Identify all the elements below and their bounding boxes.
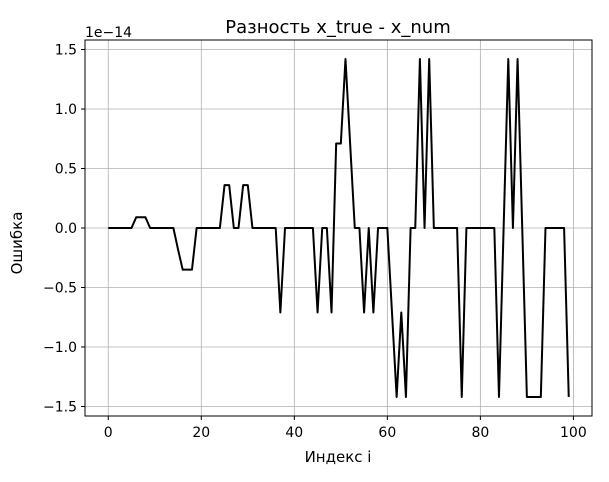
y-tick-label: 1.0 [55, 102, 77, 118]
y-axis-offset-text: 1e−14 [85, 25, 132, 41]
y-tick-label: −0.5 [43, 280, 77, 296]
y-axis-ticks: −1.5 −1.0 −0.5 0.0 0.5 1.0 1.5 [43, 43, 85, 415]
x-tick-label: 80 [471, 425, 489, 441]
x-axis-label: Индекс i [305, 448, 372, 466]
y-tick-label: 0.0 [55, 221, 77, 237]
series-line [108, 58, 570, 398]
x-tick-label: 100 [560, 425, 587, 441]
x-tick-label: 20 [192, 425, 210, 441]
chart-title: Разность x_true - x_num [225, 17, 450, 38]
x-tick-label: 40 [285, 425, 303, 441]
y-tick-label: 0.5 [55, 162, 77, 178]
series-line-group [108, 58, 570, 398]
y-tick-label: 1.5 [55, 43, 77, 59]
x-tick-label: 0 [104, 425, 113, 441]
y-axis-label: Ошибка [8, 212, 26, 275]
x-axis-ticks: 0 20 40 60 80 100 [104, 416, 587, 441]
y-tick-label: −1.0 [43, 340, 77, 356]
x-tick-label: 60 [378, 425, 396, 441]
y-tick-label: −1.5 [43, 399, 77, 415]
